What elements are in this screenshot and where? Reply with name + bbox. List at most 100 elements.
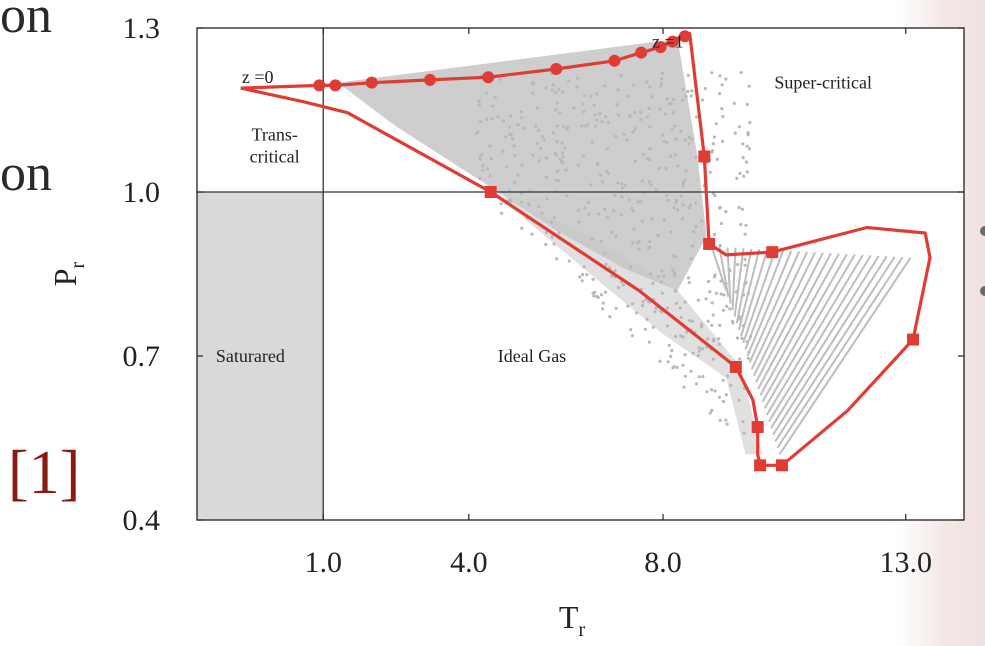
scatter-point <box>600 119 604 124</box>
square-marker <box>729 360 742 373</box>
scatter-point <box>714 122 718 126</box>
scatter-point <box>630 206 634 210</box>
scatter-point <box>648 85 652 89</box>
scatter-point <box>537 128 541 132</box>
scatter-point <box>586 123 590 127</box>
background-dot <box>980 286 985 296</box>
scatter-point <box>658 107 662 111</box>
scatter-point <box>675 198 679 202</box>
scatter-point <box>647 106 652 110</box>
scatter-point <box>689 94 693 98</box>
scatter-point <box>708 170 712 174</box>
hatch-line <box>761 253 848 403</box>
scatter-point <box>704 345 709 349</box>
scatter-point <box>516 123 520 127</box>
scatter-point <box>477 103 481 107</box>
scatter-point <box>683 178 687 182</box>
scatter-point <box>554 91 558 95</box>
scatter-point <box>710 408 714 412</box>
scatter-point <box>520 226 524 230</box>
scatter-point <box>659 280 664 284</box>
scatter-point <box>635 311 639 315</box>
scatter-point <box>673 153 678 157</box>
scatter-point <box>616 88 620 92</box>
scatter-point <box>665 97 669 101</box>
scatter-point <box>551 83 555 87</box>
scatter-point <box>619 213 623 217</box>
scatter-point <box>616 286 621 290</box>
scatter-point <box>632 83 636 87</box>
scatter-point <box>713 389 717 393</box>
x-tick-label: 1.0 <box>304 546 342 579</box>
circle-marker <box>635 46 648 59</box>
scatter-point <box>489 157 493 161</box>
scatter-point <box>721 308 726 312</box>
plot-frame <box>196 27 965 521</box>
scatter-point <box>725 422 729 426</box>
hatch-line <box>774 256 896 442</box>
scatter-point <box>544 86 548 90</box>
scatter-point <box>614 234 618 238</box>
scatter-point <box>711 357 715 361</box>
scatter-point <box>589 94 593 98</box>
square-marker <box>775 459 788 472</box>
scatter-point <box>686 276 691 280</box>
scatter-point <box>648 245 652 249</box>
scatter-point <box>630 334 635 338</box>
y-axis-label-subscript: r <box>67 261 89 268</box>
scatter-point <box>669 230 673 234</box>
scatter-point <box>610 274 614 278</box>
scatter-point <box>746 133 750 137</box>
scatter-point <box>690 89 694 93</box>
scatter-point <box>639 200 643 204</box>
square-marker <box>751 421 764 434</box>
scatter-point <box>714 291 719 295</box>
scatter-point <box>738 171 742 175</box>
scatter-point <box>513 153 517 157</box>
scatter-point <box>724 418 728 422</box>
hatch-line <box>726 247 732 304</box>
scatter-point <box>615 103 619 107</box>
scatter-point <box>687 135 692 139</box>
scatter-point <box>631 241 635 245</box>
scatter-point <box>731 321 735 325</box>
scatter-point <box>721 399 726 404</box>
scatter-point <box>745 144 749 148</box>
scatter-point <box>595 92 599 96</box>
scatter-point <box>616 181 620 185</box>
scatter-point <box>552 242 556 246</box>
scatter-point <box>562 124 566 129</box>
scatter-point <box>741 142 745 146</box>
scatter-point <box>577 208 581 212</box>
scatter-point <box>664 112 668 116</box>
scatter-point <box>680 216 685 221</box>
scatter-point <box>681 335 685 339</box>
scatter-point <box>512 144 516 148</box>
scatter-point <box>504 135 508 139</box>
scatter-point <box>508 114 512 118</box>
y-axis-label: Pr <box>47 261 89 286</box>
scatter-point <box>662 140 666 144</box>
scatter-point <box>694 115 699 119</box>
scatter-point <box>747 84 751 88</box>
scatter-point <box>623 183 627 188</box>
scatter-point <box>490 117 494 121</box>
scatter-point <box>691 351 695 355</box>
scatter-point <box>650 95 654 99</box>
x-tick-label: 8.0 <box>644 546 682 579</box>
scatter-point <box>739 223 743 227</box>
scatter-point <box>527 203 531 207</box>
scatter-point <box>745 102 750 107</box>
scatter-point <box>679 315 683 319</box>
scatter-point <box>718 323 722 327</box>
hatch-line <box>772 255 888 436</box>
scatter-point <box>531 91 535 95</box>
scatter-point <box>639 117 643 121</box>
scatter-point <box>665 193 669 198</box>
scatter-point <box>651 325 655 329</box>
scatter-point <box>675 365 679 370</box>
scatter-point <box>636 200 640 204</box>
scatter-point <box>582 265 586 269</box>
scatter-point <box>733 131 737 135</box>
scatter-point <box>740 336 744 340</box>
